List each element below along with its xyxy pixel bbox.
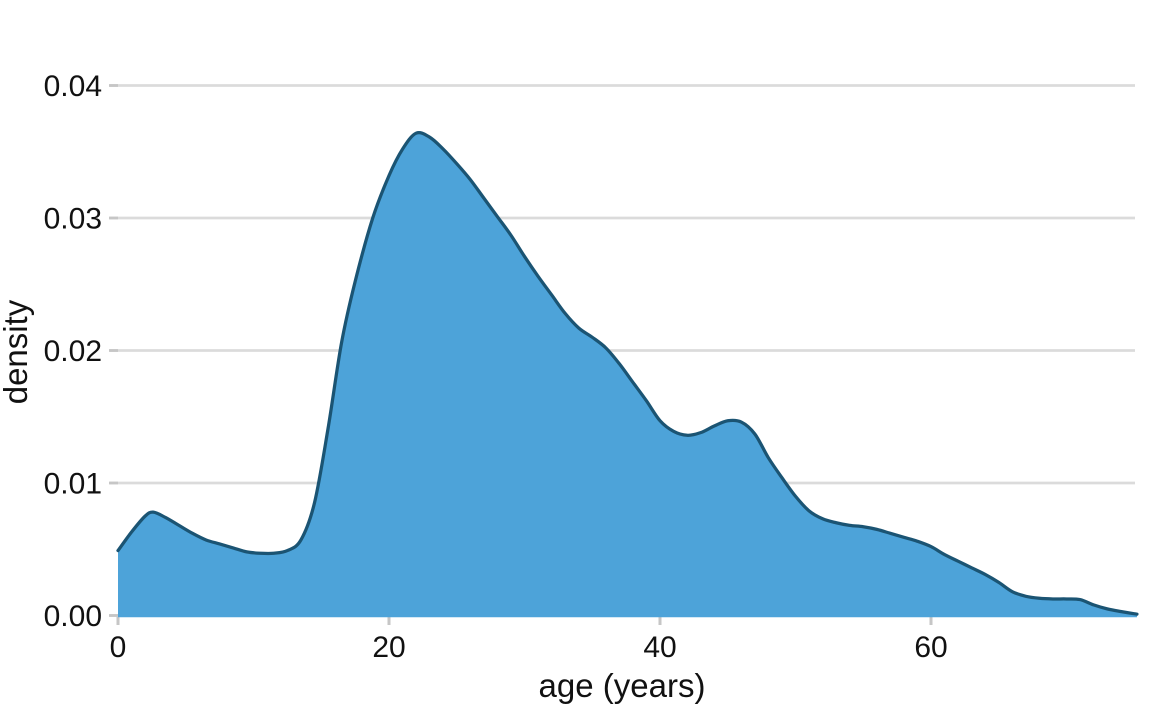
y-tick-label: 0.01 xyxy=(44,468,102,501)
x-tick-label: 20 xyxy=(372,631,405,664)
y-tick-label: 0.02 xyxy=(44,335,102,368)
x-axis-title: age (years) xyxy=(539,667,706,704)
y-tick-label: 0.03 xyxy=(44,203,102,236)
density-curve xyxy=(116,130,1139,616)
x-tick-label: 0 xyxy=(110,631,127,664)
x-tick-label: 60 xyxy=(914,631,947,664)
y-tick-label: 0.00 xyxy=(44,600,102,633)
y-axis-title: density xyxy=(0,299,34,404)
x-tick-label: 40 xyxy=(643,631,676,664)
y-tick-label: 0.04 xyxy=(44,70,102,103)
